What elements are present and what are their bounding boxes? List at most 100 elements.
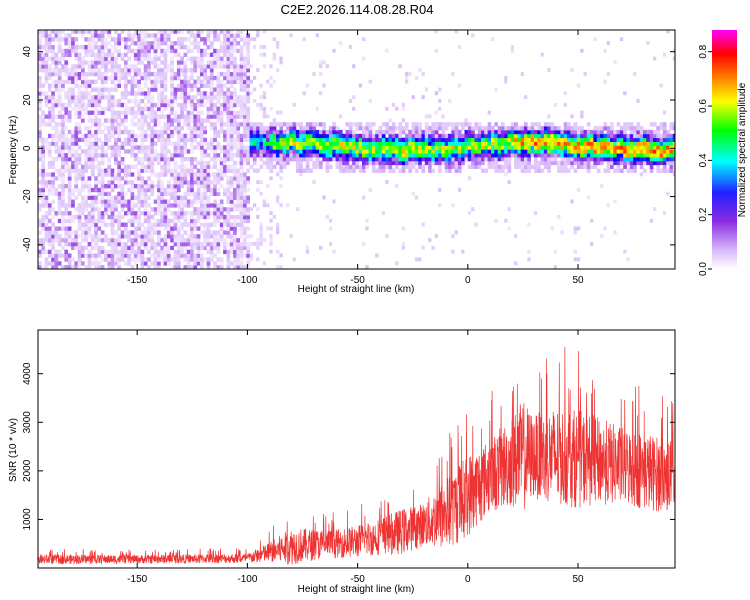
spectrogram-cell xyxy=(365,265,369,269)
spectrogram-cell xyxy=(107,261,112,266)
spectrogram-cell xyxy=(606,160,611,166)
spectrogram-cell xyxy=(467,149,472,154)
spectrogram-cell xyxy=(269,249,273,254)
spectrogram-cell xyxy=(295,160,300,166)
spectrogram-cell xyxy=(140,99,145,104)
spectrogram-cell xyxy=(243,230,247,235)
spectrogram-cell xyxy=(120,249,125,254)
spectrogram-cell xyxy=(279,203,283,208)
spectrogram-cell xyxy=(94,52,98,57)
spectrogram-cell xyxy=(57,114,62,119)
spectrogram-cell xyxy=(124,52,128,57)
spectrogram-cell xyxy=(457,122,462,127)
spectrogram-cell xyxy=(140,87,145,92)
spectrogram-cell xyxy=(239,249,244,254)
spectrogram-cell xyxy=(623,249,627,254)
spectrogram-cell xyxy=(213,261,217,266)
spectrogram-cell xyxy=(107,249,112,254)
spectrogram-cell xyxy=(239,30,244,34)
spectrogram-cell xyxy=(507,137,512,142)
spectrogram-cell xyxy=(77,203,82,208)
spectrogram-cell xyxy=(153,114,158,119)
spectrogram-cell xyxy=(477,164,482,169)
spectrogram-cell xyxy=(233,176,237,181)
spectrogram-cell xyxy=(491,145,495,150)
spectrogram-cell xyxy=(256,122,260,127)
spectrogram-cell xyxy=(239,79,244,84)
spectrogram-cell xyxy=(44,230,49,235)
spectrogram-cell xyxy=(143,168,148,173)
spectrogram-cell xyxy=(117,68,121,73)
spectrogram-cell xyxy=(84,45,88,50)
spectrogram-cell xyxy=(649,133,654,139)
spectrogram-cell xyxy=(61,64,65,69)
spectrogram-cell xyxy=(557,214,561,219)
spectrogram-cell xyxy=(530,149,535,154)
spectrogram-cell xyxy=(143,129,148,135)
spectrogram-cell xyxy=(186,75,191,81)
spectrogram-cell xyxy=(74,157,79,162)
spectrogram-cell xyxy=(97,126,102,131)
spectrogram-cell xyxy=(180,176,184,181)
spectrogram-cell xyxy=(461,137,465,142)
spectrogram-cell xyxy=(166,122,171,127)
spectrogram-cell xyxy=(140,211,145,216)
spectrogram-cell xyxy=(219,226,224,231)
spectrogram-cell xyxy=(183,102,188,108)
spectrogram-cell xyxy=(371,137,376,142)
spectrogram-cell xyxy=(64,265,69,269)
spectrogram-cell xyxy=(517,164,522,169)
spectrogram-cell xyxy=(200,83,204,88)
spectrogram-cell xyxy=(504,126,508,131)
spectrogram-cell xyxy=(388,145,393,150)
spectrogram-cell xyxy=(216,141,221,146)
spectrogram-cell xyxy=(606,145,611,150)
spectrogram-cell xyxy=(656,141,660,146)
spectrogram-cell xyxy=(378,153,383,158)
spectrogram-cell xyxy=(249,257,253,262)
spectrogram-cell xyxy=(127,207,131,212)
spectrogram-cell xyxy=(229,226,234,231)
spectrogram-cell xyxy=(606,129,611,135)
spectrogram-cell xyxy=(137,91,141,96)
spectrogram-cell xyxy=(216,238,221,243)
spectrogram-cell xyxy=(520,126,525,131)
spectrogram-cell xyxy=(553,149,558,154)
spectrogram-cell xyxy=(414,137,419,142)
spectrogram-cell xyxy=(38,52,42,57)
spectrogram-cell xyxy=(140,45,145,50)
spectrogram-cell xyxy=(239,234,244,239)
spectrogram-cell xyxy=(563,160,568,166)
spectrogram-cell xyxy=(114,153,118,158)
spectrogram-cell xyxy=(180,199,184,204)
spectrogram-cell xyxy=(209,45,214,50)
spectrogram-cell xyxy=(243,180,247,185)
spectrogram-cell xyxy=(606,153,611,158)
spectrogram-cell xyxy=(124,261,128,266)
spectrogram-cell xyxy=(196,99,201,104)
spectrogram-cell xyxy=(467,164,472,169)
spectrogram-cell xyxy=(143,95,148,100)
spectrogram-cell xyxy=(464,122,469,127)
spectrogram-cell xyxy=(143,164,148,169)
spectrogram-cell xyxy=(74,52,79,57)
spectrogram-cell xyxy=(276,157,280,162)
spectrogram-cell xyxy=(209,52,214,57)
spectrogram-cell xyxy=(104,238,108,243)
spectrogram-cell xyxy=(203,160,207,166)
spectrogram-cell xyxy=(209,102,214,108)
spectrogram-cell xyxy=(114,261,118,266)
spectrogram-cell xyxy=(563,141,568,146)
spectrogram-cell xyxy=(507,168,512,173)
spectrogram-cell xyxy=(352,141,356,146)
spectrogram-cell xyxy=(226,242,231,247)
spectrogram-cell xyxy=(84,164,88,169)
spectrogram-cell xyxy=(233,207,237,212)
spectrogram-cell xyxy=(295,133,300,139)
spectrogram-cell xyxy=(243,83,247,88)
spectrogram-cell xyxy=(219,83,224,88)
colorbar-tick-label: 0.8 xyxy=(698,44,709,58)
spectrogram-cell xyxy=(216,37,221,42)
spectrogram-cell xyxy=(94,164,98,169)
spectrogram-cell xyxy=(272,153,277,158)
